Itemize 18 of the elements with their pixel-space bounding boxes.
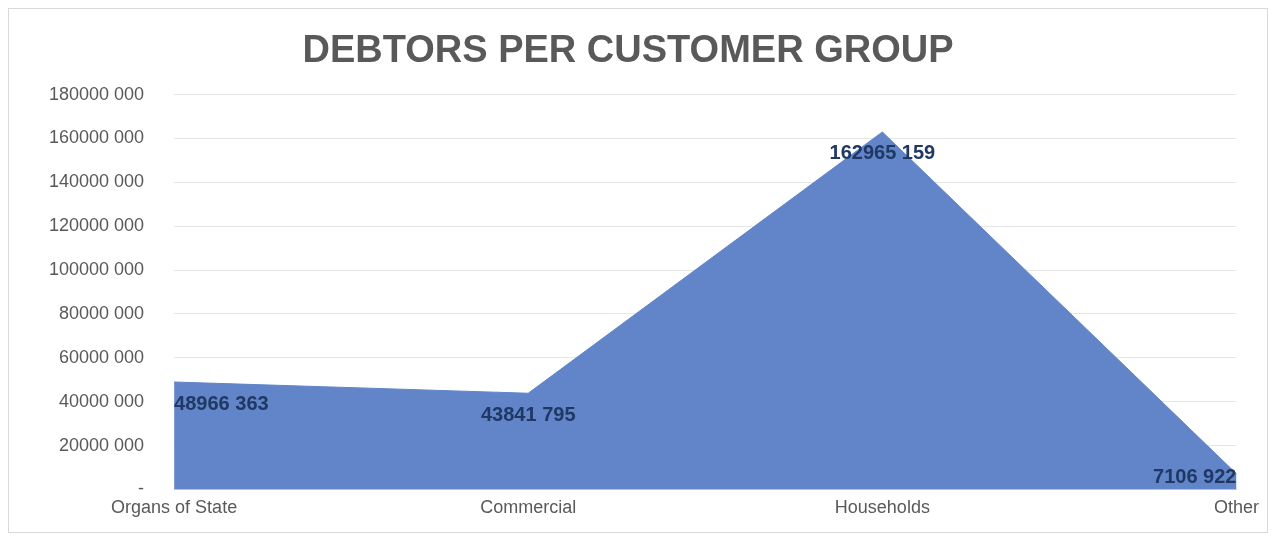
x-tick-label: Organs of State — [111, 497, 238, 518]
y-tick-label: 40000 000 — [59, 390, 145, 411]
x-tick-label: Households — [834, 497, 930, 518]
y-tick-label: 60000 000 — [59, 346, 145, 367]
y-tick-label: 120000 000 — [48, 215, 145, 236]
x-tick-label: Other — [1213, 497, 1260, 518]
x-tick-label: Commercial — [480, 497, 577, 518]
y-tick-label: 140000 000 — [48, 171, 145, 192]
data-label: 48966 363 — [174, 391, 269, 414]
y-tick-label: 180000 000 — [48, 83, 145, 104]
data-label: 43841 795 — [480, 402, 576, 425]
chart-title: DEBTORS PER CUSTOMER GROUP — [302, 28, 954, 71]
y-tick-label: - — [138, 478, 145, 499]
y-tick-label: 80000 000 — [59, 302, 145, 323]
y-tick-label: 100000 000 — [48, 259, 145, 280]
data-label: 7106 922 — [1153, 464, 1237, 487]
y-tick-label: 160000 000 — [48, 127, 145, 148]
y-tick-label: 20000 000 — [59, 434, 145, 455]
